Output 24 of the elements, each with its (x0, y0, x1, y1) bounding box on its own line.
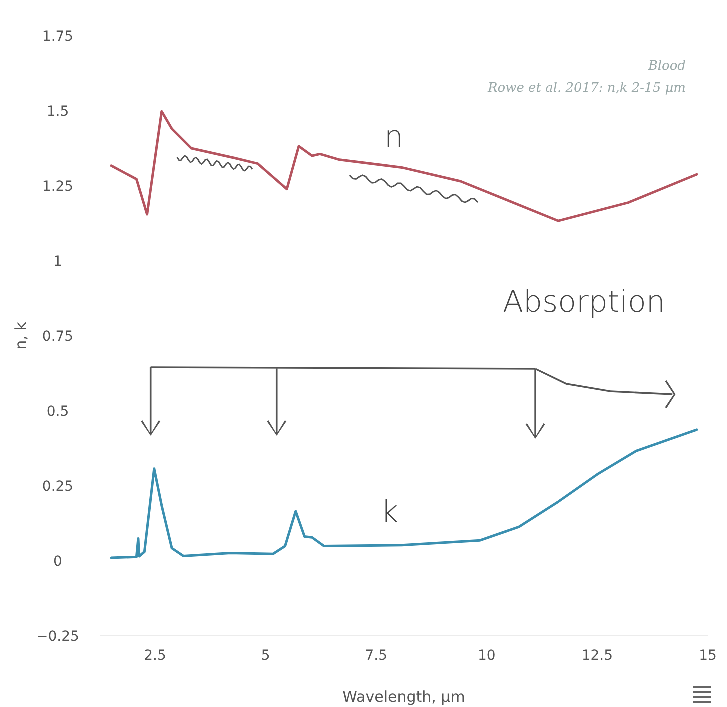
y-tick-label: 1.75 (42, 29, 74, 45)
y-tick-label: 1.25 (42, 179, 74, 195)
y-tick-label: 0 (54, 554, 62, 570)
x-tick-label: 12.5 (582, 648, 614, 664)
y-axis-title: n, k (12, 322, 30, 350)
x-tick-label: 2.5 (144, 648, 166, 664)
x-tick-label: 7.5 (365, 648, 388, 664)
annotation: n (384, 120, 404, 155)
y-tick-label: 0.25 (42, 479, 74, 495)
x-axis-title: Wavelength, µm (342, 688, 466, 706)
y-tick-label: 0.5 (46, 404, 70, 420)
y-tick-label: 1 (54, 254, 62, 270)
y-tick-label: −0.25 (36, 629, 80, 645)
x-tick-label: 15 (699, 648, 717, 664)
annotation: Blood (647, 59, 686, 74)
line-series (110, 428, 698, 560)
line-series (110, 110, 698, 222)
x-tick-label: 10 (478, 648, 496, 664)
annotation: Absorption (502, 285, 666, 320)
y-tick-label: 0.75 (42, 329, 74, 345)
y-tick-label: 1.5 (46, 104, 70, 120)
annotation: Rowe et al. 2017: n,k 2-15 µm (486, 81, 686, 96)
x-tick-label: 5 (261, 648, 270, 664)
annotation: k (380, 495, 398, 530)
